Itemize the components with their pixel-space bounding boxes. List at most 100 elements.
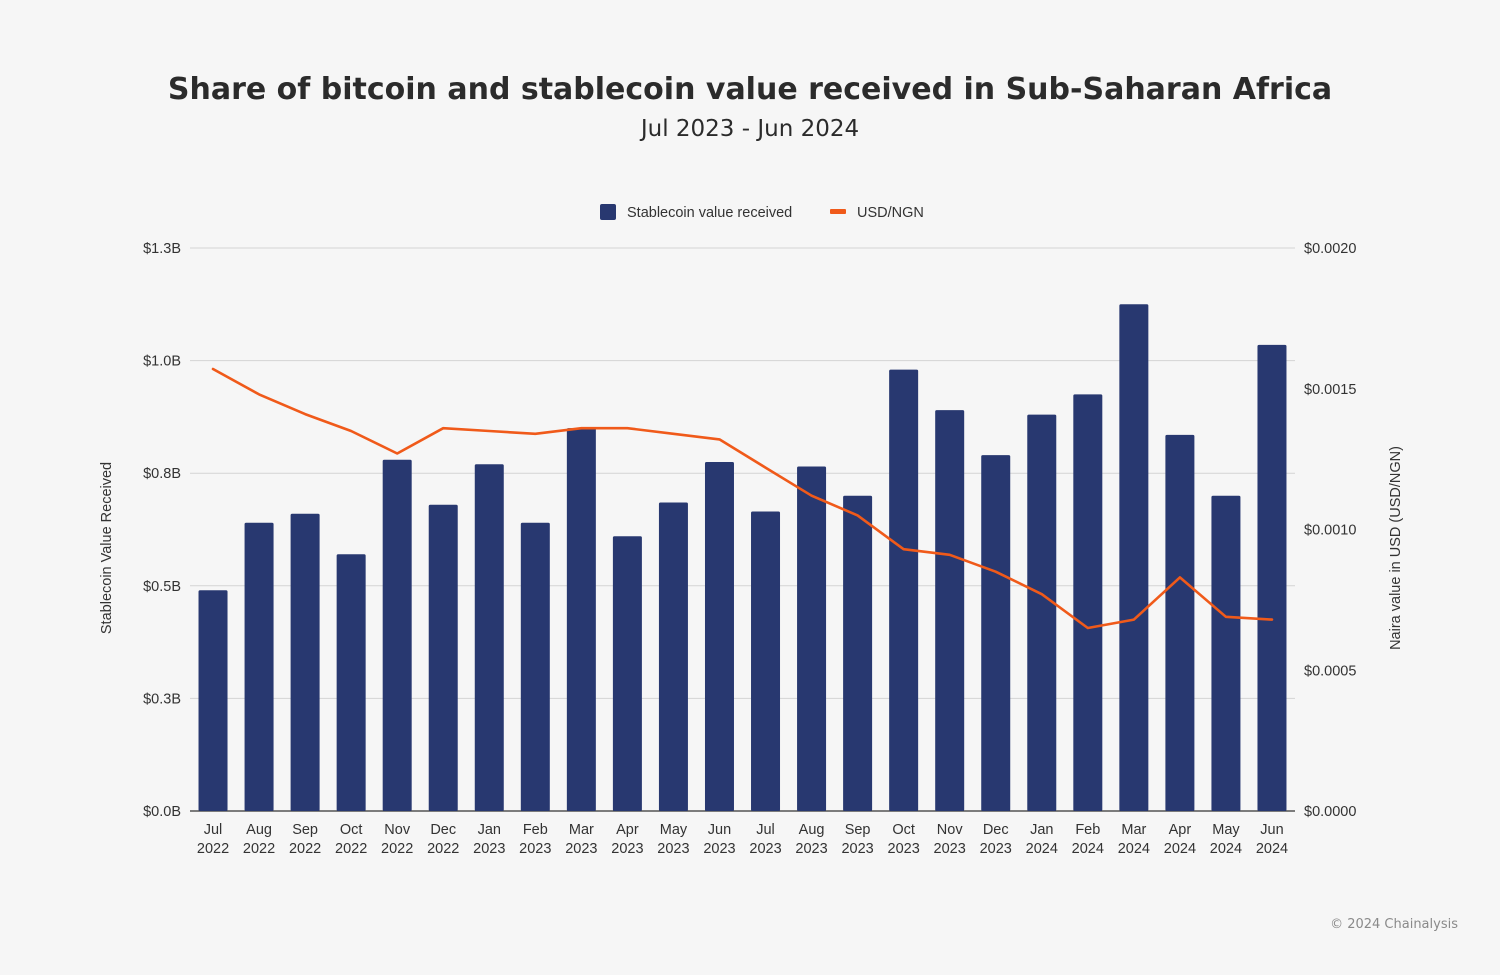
x-tick-year: 2023 xyxy=(980,841,1012,857)
legend: Stablecoin value received USD/NGN xyxy=(600,204,924,221)
x-tick-month: Nov xyxy=(937,822,964,838)
x-tick-year: 2022 xyxy=(197,841,229,857)
bar xyxy=(566,428,596,811)
left-axis-title: Stablecoin Value Received xyxy=(99,462,115,634)
x-tick-year: 2024 xyxy=(1210,841,1242,857)
bar xyxy=(336,554,366,811)
left-axis-ticks: $0.0B $0.3B $0.5B $0.8B $1.0B $1.3B xyxy=(143,241,181,820)
x-tick-month: Oct xyxy=(892,822,915,838)
bar xyxy=(751,511,781,811)
bar xyxy=(1211,495,1241,811)
x-axis-ticks: Jul 2022 Aug 2022 Sep 2022 Oct 2022 Nov 2022 Dec 20… xyxy=(197,822,1288,857)
x-tick-month: Aug xyxy=(246,822,272,838)
x-tick-year: 2022 xyxy=(335,841,367,857)
left-tick-label: $1.3B xyxy=(143,241,181,257)
copyright-text: © 2024 Chainalysis xyxy=(1330,917,1458,932)
x-tick-month: Oct xyxy=(340,822,363,838)
x-tick-month: Feb xyxy=(1075,822,1100,838)
bar xyxy=(981,455,1011,811)
x-tick-month: Mar xyxy=(569,822,594,838)
x-tick-month: Aug xyxy=(799,822,825,838)
bar xyxy=(198,590,228,811)
x-tick-year: 2022 xyxy=(381,841,413,857)
x-tick-year: 2023 xyxy=(473,841,505,857)
x-tick-month: Feb xyxy=(523,822,548,838)
bar xyxy=(658,502,688,811)
legend-line-swatch xyxy=(830,209,846,214)
bar xyxy=(382,459,412,811)
x-tick-year: 2024 xyxy=(1256,841,1288,857)
x-tick-month: Jul xyxy=(204,822,223,838)
x-tick-year: 2023 xyxy=(611,841,643,857)
bar xyxy=(612,536,642,811)
chart-title: Share of bitcoin and stablecoin value re… xyxy=(167,72,1333,107)
bar xyxy=(1165,434,1195,811)
x-tick-month: Mar xyxy=(1121,822,1146,838)
left-tick-label: $1.0B xyxy=(143,354,181,370)
x-tick-month: Dec xyxy=(983,822,1009,838)
right-axis-ticks: $0.0000 $0.0005 $0.0010 $0.0015 $0.0020 xyxy=(1304,241,1356,820)
bar xyxy=(704,461,734,811)
right-tick-label: $0.0015 xyxy=(1304,382,1356,398)
chart-subtitle: Jul 2023 - Jun 2024 xyxy=(640,116,860,142)
x-tick-year: 2023 xyxy=(795,841,827,857)
x-tick-year: 2024 xyxy=(1164,841,1196,857)
x-tick-year: 2023 xyxy=(657,841,689,857)
legend-bar-swatch xyxy=(600,204,616,220)
line-series xyxy=(211,367,1274,630)
x-tick-year: 2023 xyxy=(749,841,781,857)
x-tick-year: 2023 xyxy=(934,841,966,857)
right-tick-label: $0.0000 xyxy=(1304,804,1356,820)
left-tick-label: $0.8B xyxy=(143,466,181,482)
x-tick-year: 2024 xyxy=(1026,841,1058,857)
x-tick-year: 2022 xyxy=(427,841,459,857)
x-tick-month: Sep xyxy=(292,822,318,838)
x-tick-month: Jul xyxy=(756,822,775,838)
x-tick-month: Nov xyxy=(384,822,411,838)
x-tick-month: May xyxy=(660,822,688,838)
bar xyxy=(797,466,827,811)
x-tick-year: 2024 xyxy=(1072,841,1104,857)
bar xyxy=(889,369,919,811)
legend-bar-label: Stablecoin value received xyxy=(627,205,792,221)
x-tick-month: May xyxy=(1212,822,1240,838)
usd-ngn-line xyxy=(211,367,1274,630)
right-tick-label: $0.0020 xyxy=(1304,241,1356,257)
bar-series xyxy=(198,304,1287,811)
right-tick-label: $0.0010 xyxy=(1304,523,1356,539)
x-tick-month: Dec xyxy=(430,822,456,838)
bar xyxy=(1073,394,1103,811)
x-tick-year: 2023 xyxy=(841,841,873,857)
right-tick-label: $0.0005 xyxy=(1304,663,1356,679)
x-tick-year: 2023 xyxy=(565,841,597,857)
x-tick-year: 2022 xyxy=(289,841,321,857)
bar xyxy=(474,464,504,811)
x-tick-year: 2023 xyxy=(519,841,551,857)
x-tick-month: Jun xyxy=(1260,822,1283,838)
x-tick-year: 2024 xyxy=(1118,841,1150,857)
bar xyxy=(1257,344,1287,811)
x-tick-year: 2022 xyxy=(243,841,275,857)
x-tick-year: 2023 xyxy=(888,841,920,857)
bar xyxy=(520,522,550,811)
left-tick-label: $0.5B xyxy=(143,579,181,595)
right-axis-title: Naira value in USD (USD/NGN) xyxy=(1388,446,1404,650)
bar xyxy=(244,522,274,811)
x-tick-month: Sep xyxy=(845,822,871,838)
gridlines xyxy=(190,247,1295,812)
bar xyxy=(290,513,320,811)
bar xyxy=(843,495,873,811)
x-tick-month: Apr xyxy=(616,822,639,838)
x-tick-month: Jan xyxy=(1030,822,1053,838)
x-tick-month: Jan xyxy=(478,822,501,838)
bar xyxy=(1027,414,1057,811)
bar xyxy=(428,504,458,811)
left-tick-label: $0.0B xyxy=(143,804,181,820)
bar xyxy=(1119,304,1149,811)
x-tick-month: Apr xyxy=(1169,822,1192,838)
left-tick-label: $0.3B xyxy=(143,691,181,707)
x-tick-year: 2023 xyxy=(703,841,735,857)
legend-line-label: USD/NGN xyxy=(857,205,924,221)
bar xyxy=(935,410,965,811)
